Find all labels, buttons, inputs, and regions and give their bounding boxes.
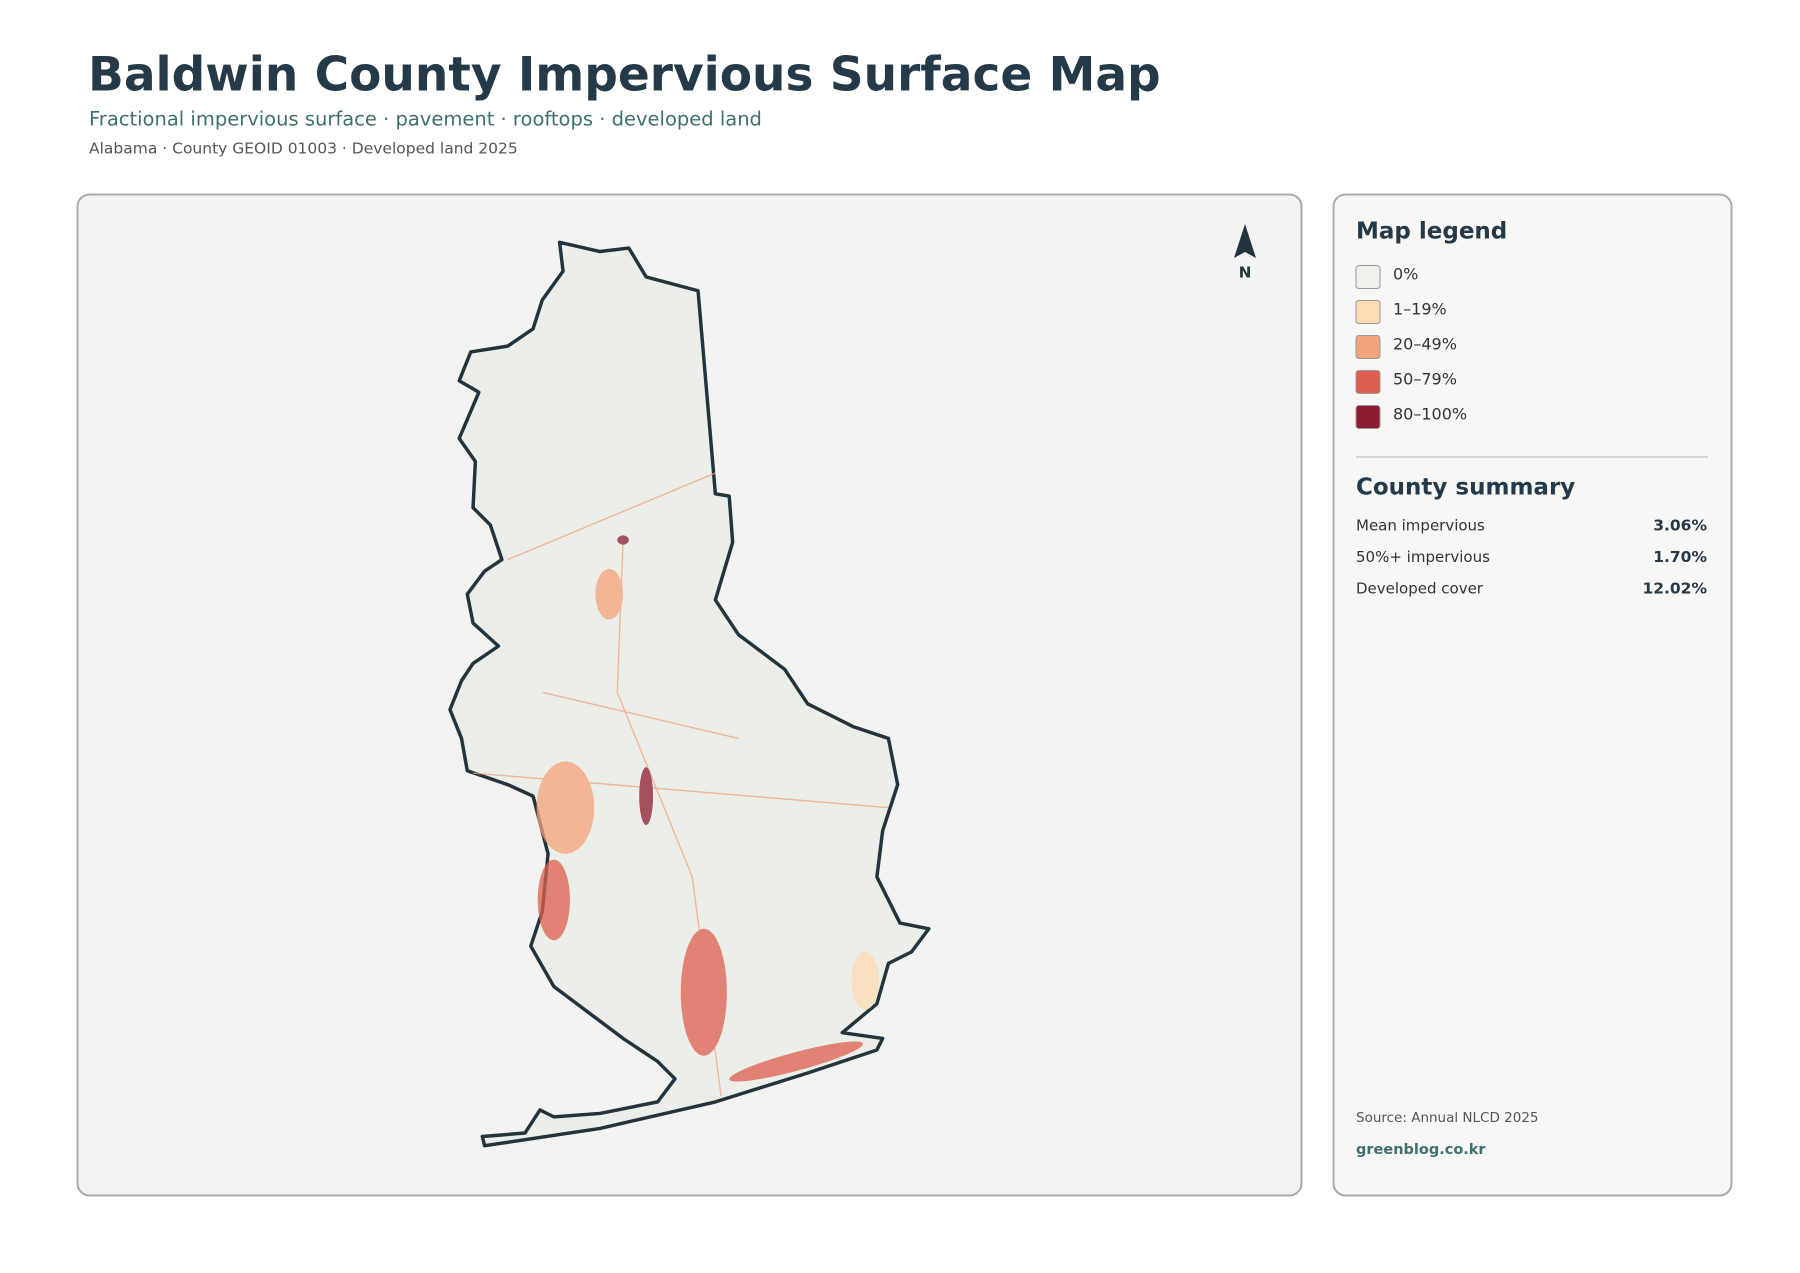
north-arrow xyxy=(1234,224,1256,258)
summary-label: Developed cover xyxy=(1356,580,1484,598)
summary-value: 1.70% xyxy=(1653,548,1707,566)
subtitle: Fractional impervious surface · pavement… xyxy=(89,108,762,131)
road xyxy=(473,472,889,1097)
legend-label: 50–79% xyxy=(1393,370,1457,389)
legend-label: 20–49% xyxy=(1393,335,1457,354)
developed-patch xyxy=(536,761,595,854)
developed-patch xyxy=(595,568,624,620)
legend-title: Map legend xyxy=(1356,219,1507,245)
title: Baldwin County Impervious Surface Map xyxy=(88,48,1161,103)
developed-patch xyxy=(680,928,727,1056)
legend-label: 0% xyxy=(1393,265,1418,284)
developed-patch xyxy=(617,535,629,545)
north-label: N xyxy=(1239,264,1252,282)
legend-swatch xyxy=(1355,265,1381,289)
summary-rows: Mean impervious 3.06% 50%+ impervious 1.70%… xyxy=(1356,517,1707,598)
source: Source: Annual NLCD 2025 xyxy=(1356,1110,1539,1126)
site: greenblog.co.kr xyxy=(1356,1142,1486,1158)
county-map xyxy=(448,240,931,1148)
legend-items: 0% 1–19% 20–49% 50–79% 80–100% xyxy=(1355,265,1467,429)
legend-label: 1–19% xyxy=(1393,300,1447,319)
developed-patch xyxy=(537,859,570,941)
summary-value: 12.02% xyxy=(1642,580,1707,598)
summary-label: 50%+ impervious xyxy=(1356,548,1490,566)
legend-swatch xyxy=(1355,405,1381,429)
summary-label: Mean impervious xyxy=(1356,517,1485,535)
developed-patch xyxy=(851,951,880,1010)
meta: Alabama · County GEOID 01003 · Developed… xyxy=(89,140,518,158)
legend-panel xyxy=(1332,193,1733,1197)
developed-patch xyxy=(639,767,654,825)
summary-title: County summary xyxy=(1356,475,1575,501)
developed-areas xyxy=(473,472,889,1097)
summary-value: 3.06% xyxy=(1653,517,1707,535)
legend-swatch xyxy=(1355,300,1381,324)
developed-patch xyxy=(729,1041,864,1082)
county-outline xyxy=(448,240,931,1148)
legend-label: 80–100% xyxy=(1393,405,1467,424)
legend-swatch xyxy=(1355,335,1381,359)
legend-swatch xyxy=(1355,370,1381,394)
